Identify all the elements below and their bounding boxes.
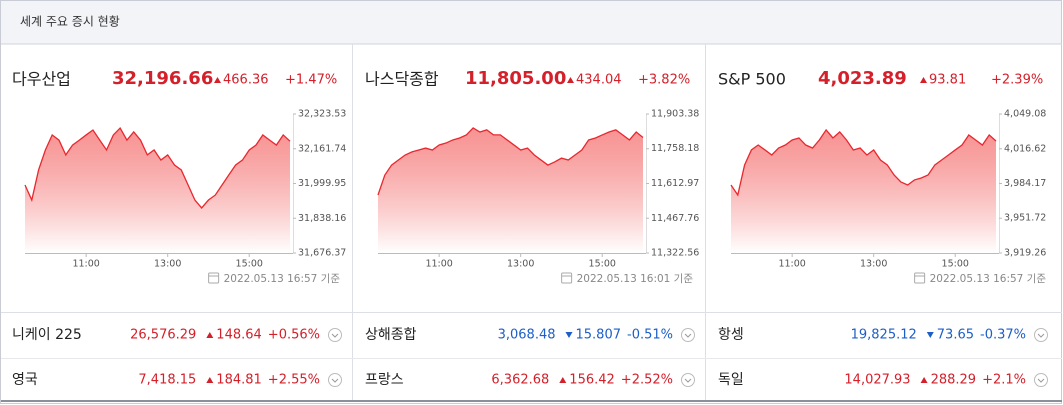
change-rate: +0.56%	[268, 328, 320, 343]
price-line	[24, 127, 291, 209]
change-rate: -0.37%	[980, 328, 1026, 343]
header-title: 세계 주요 증시 현황	[20, 15, 120, 29]
x-tick-label: 15:00	[589, 259, 616, 270]
price-line	[730, 128, 997, 197]
expand-chevron[interactable]	[684, 378, 692, 383]
y-tick-label: 4,049.08	[1004, 109, 1046, 120]
y-tick-label: 31,676.37	[298, 248, 346, 259]
timestamp: 2022.05.13 16:01 기준	[577, 273, 694, 285]
y-tick-label: 11,322.56	[651, 248, 699, 259]
change-rate: +2.55%	[268, 373, 320, 388]
change: 148.64	[216, 328, 262, 343]
down-arrow	[565, 332, 573, 338]
price-line	[377, 127, 644, 196]
expand-chevron[interactable]	[1037, 333, 1045, 338]
up-arrow	[920, 377, 928, 383]
expand-button[interactable]	[1034, 328, 1048, 342]
change: 156.42	[569, 373, 615, 388]
price: 6,362.68	[491, 373, 549, 388]
index-name: 나스닥종합	[365, 70, 439, 89]
calendar-icon	[561, 272, 573, 284]
change: 288.29	[931, 373, 977, 388]
up-arrow	[214, 77, 221, 83]
expand-button[interactable]	[681, 373, 695, 387]
area-fill	[378, 127, 643, 253]
index-price: 11,805.00	[465, 68, 566, 89]
area-fill	[25, 128, 290, 253]
x-tick-label: 15:00	[236, 259, 263, 270]
market-name: 항셍	[718, 327, 744, 343]
market-name: 니케이 225	[12, 327, 82, 343]
y-tick-label: 31,999.95	[298, 178, 346, 189]
expand-chevron[interactable]	[684, 333, 692, 338]
x-tick-label: 11:00	[425, 259, 452, 270]
x-tick-label: 11:00	[72, 259, 99, 270]
price: 3,068.48	[498, 328, 556, 343]
up-arrow	[920, 77, 927, 83]
index-change-rate: +3.82%	[638, 73, 690, 88]
change-rate: +2.52%	[621, 373, 673, 388]
change-rate: +2.1%	[982, 373, 1026, 388]
expand-chevron[interactable]	[331, 333, 339, 338]
price: 7,418.15	[138, 373, 196, 388]
y-tick-label: 32,323.53	[298, 109, 346, 120]
y-tick-label: 32,161.74	[298, 143, 346, 154]
y-tick-label: 3,919.26	[1004, 248, 1046, 259]
up-arrow	[567, 77, 574, 83]
header-bg	[1, 1, 1061, 44]
timestamp: 2022.05.13 16:57 기준	[224, 273, 341, 285]
expand-button[interactable]	[681, 328, 695, 342]
up-arrow	[206, 377, 214, 383]
x-tick-label: 11:00	[778, 259, 805, 270]
x-tick-label: 13:00	[860, 259, 887, 270]
index-change: 434.04	[576, 73, 622, 88]
up-arrow	[206, 332, 214, 338]
change-rate: -0.51%	[627, 328, 673, 343]
down-arrow	[926, 332, 934, 338]
index-name: 다우산업	[12, 70, 71, 89]
index-change: 93.81	[929, 73, 966, 88]
y-tick-label: 11,467.76	[651, 213, 699, 224]
index-change-rate: +2.39%	[991, 73, 1043, 88]
change: 15.807	[576, 328, 622, 343]
index-name: S&P 500	[718, 70, 786, 89]
x-tick-label: 15:00	[942, 259, 969, 270]
price: 14,027.93	[844, 373, 910, 388]
change: 184.81	[216, 373, 262, 388]
timestamp: 2022.05.13 16:57 기준	[930, 273, 1047, 285]
change: 73.65	[937, 328, 974, 343]
market-name: 상해종합	[365, 327, 417, 343]
market-name: 영국	[12, 372, 38, 388]
expand-button[interactable]	[328, 373, 342, 387]
price: 19,825.12	[851, 328, 917, 343]
expand-button[interactable]	[1034, 373, 1048, 387]
y-tick-label: 11,903.38	[651, 109, 699, 120]
expand-chevron[interactable]	[1037, 378, 1045, 383]
x-tick-label: 13:00	[507, 259, 534, 270]
price: 26,576.29	[130, 328, 196, 343]
index-price: 4,023.89	[818, 68, 907, 89]
area-fill	[731, 129, 996, 253]
calendar-icon	[914, 272, 926, 284]
y-tick-label: 3,951.72	[1004, 213, 1046, 224]
x-tick-label: 13:00	[154, 259, 181, 270]
market-name: 독일	[718, 372, 744, 388]
up-arrow	[559, 377, 567, 383]
calendar-icon	[208, 272, 220, 284]
y-tick-label: 11,612.97	[651, 178, 699, 189]
index-price: 32,196.66	[112, 68, 213, 89]
expand-chevron[interactable]	[331, 378, 339, 383]
expand-button[interactable]	[328, 328, 342, 342]
y-tick-label: 3,984.17	[1004, 178, 1046, 189]
y-tick-label: 4,016.62	[1004, 143, 1046, 154]
y-tick-label: 31,838.16	[298, 213, 346, 224]
index-change: 466.36	[223, 73, 269, 88]
index-change-rate: +1.47%	[285, 73, 337, 88]
market-name: 프랑스	[365, 372, 404, 388]
y-tick-label: 11,758.18	[651, 143, 699, 154]
